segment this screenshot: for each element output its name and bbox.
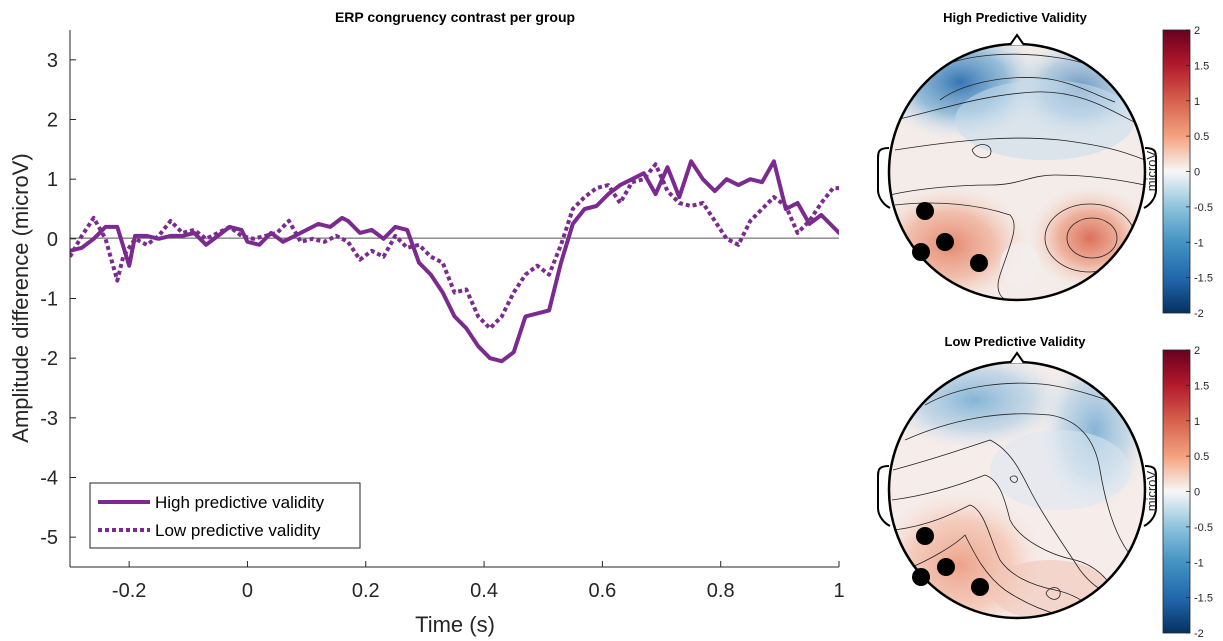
colorbar-label-high: microV (1144, 150, 1159, 191)
electrode-marker (912, 243, 930, 261)
electrode-marker (916, 527, 934, 545)
y-tick-label: -3 (40, 408, 58, 430)
series-line-low (70, 162, 839, 331)
colorbar-tick-label: -0.5 (1194, 522, 1213, 534)
y-tick-label: -4 (40, 468, 58, 490)
electrode-marker (937, 558, 955, 576)
colorbar-tick-label: 0 (1194, 487, 1200, 499)
colorbar-tick-label: 1.5 (1194, 380, 1209, 392)
colorbar-tick-label: -1 (1194, 557, 1204, 569)
y-tick-label: -1 (40, 289, 58, 311)
colorbar-tick-label: 0.5 (1194, 451, 1209, 463)
y-ticks: 3 2 1 0 -1 -2 -3 -4 -5 (40, 50, 76, 549)
plot-area (70, 30, 839, 567)
series-group (70, 159, 839, 364)
y-tick-label: -2 (40, 348, 58, 370)
topoplot-high (877, 33, 1157, 302)
colorbar-tick-label: -1.5 (1194, 273, 1213, 285)
x-tick-label: 1 (833, 580, 844, 602)
x-tick-label: 0.4 (470, 580, 498, 602)
colorbar-tick-label: 2 (1194, 345, 1200, 357)
y-tick-label: -5 (40, 527, 58, 549)
topo-title-low: Low Predictive Validity (945, 334, 1087, 349)
y-tick-label: 2 (47, 110, 58, 132)
colorbar-tick-label: -1.5 (1194, 593, 1213, 605)
colorbar-tick-label: 2 (1194, 25, 1200, 37)
x-ticks: -0.2 0 0.2 0.4 0.6 0.8 1 (112, 561, 845, 602)
colorbar-tick-label: 1.5 (1194, 60, 1209, 72)
electrode-marker (936, 233, 954, 251)
colorbar-tick-label: 1 (1194, 96, 1200, 108)
x-axis-label: Time (s) (415, 612, 495, 637)
y-tick-label: 3 (47, 50, 58, 72)
x-tick-label: -0.2 (112, 580, 146, 602)
colorbar-tick-label: -0.5 (1194, 202, 1213, 214)
x-tick-label: 0.2 (352, 580, 380, 602)
colorbar-label-low: microV (1144, 470, 1159, 511)
y-tick-label: 0 (47, 229, 58, 251)
series-line-high (70, 159, 839, 364)
legend: High predictive validity Low predictive … (89, 482, 361, 549)
legend-label-high: High predictive validity (155, 493, 325, 512)
colorbar-low: 2 1.5 1 0.5 0 -0.5 -1 -1.5 -2 microV (1144, 345, 1213, 640)
y-tick-label: 1 (47, 169, 58, 191)
topo-title-high: High Predictive Validity (943, 10, 1088, 25)
colorbar-tick-label: 0.5 (1194, 131, 1209, 143)
colorbar-tick-label: 1 (1194, 416, 1200, 428)
colorbar-tick-label: -1 (1194, 237, 1204, 249)
colorbar-high: 2 1.5 1 0.5 0 -0.5 -1 -1.5 -2 microV (1144, 25, 1213, 320)
electrode-marker (912, 568, 930, 586)
colorbar-tick-label: 0 (1194, 167, 1200, 179)
colorbar-tick-label: -2 (1194, 628, 1204, 640)
electrode-marker (970, 254, 988, 272)
x-tick-label: 0 (242, 580, 253, 602)
electrode-marker (971, 578, 989, 596)
topoplot-low (877, 351, 1157, 620)
colorbar-tick-label: -2 (1194, 308, 1204, 320)
electrode-marker (916, 202, 934, 220)
x-tick-label: 0.6 (588, 580, 616, 602)
legend-label-low: Low predictive validity (155, 521, 321, 540)
y-axis-label: Amplitude difference (microV) (8, 153, 33, 442)
chart-title: ERP congruency contrast per group (335, 9, 575, 25)
x-tick-label: 0.8 (707, 580, 735, 602)
